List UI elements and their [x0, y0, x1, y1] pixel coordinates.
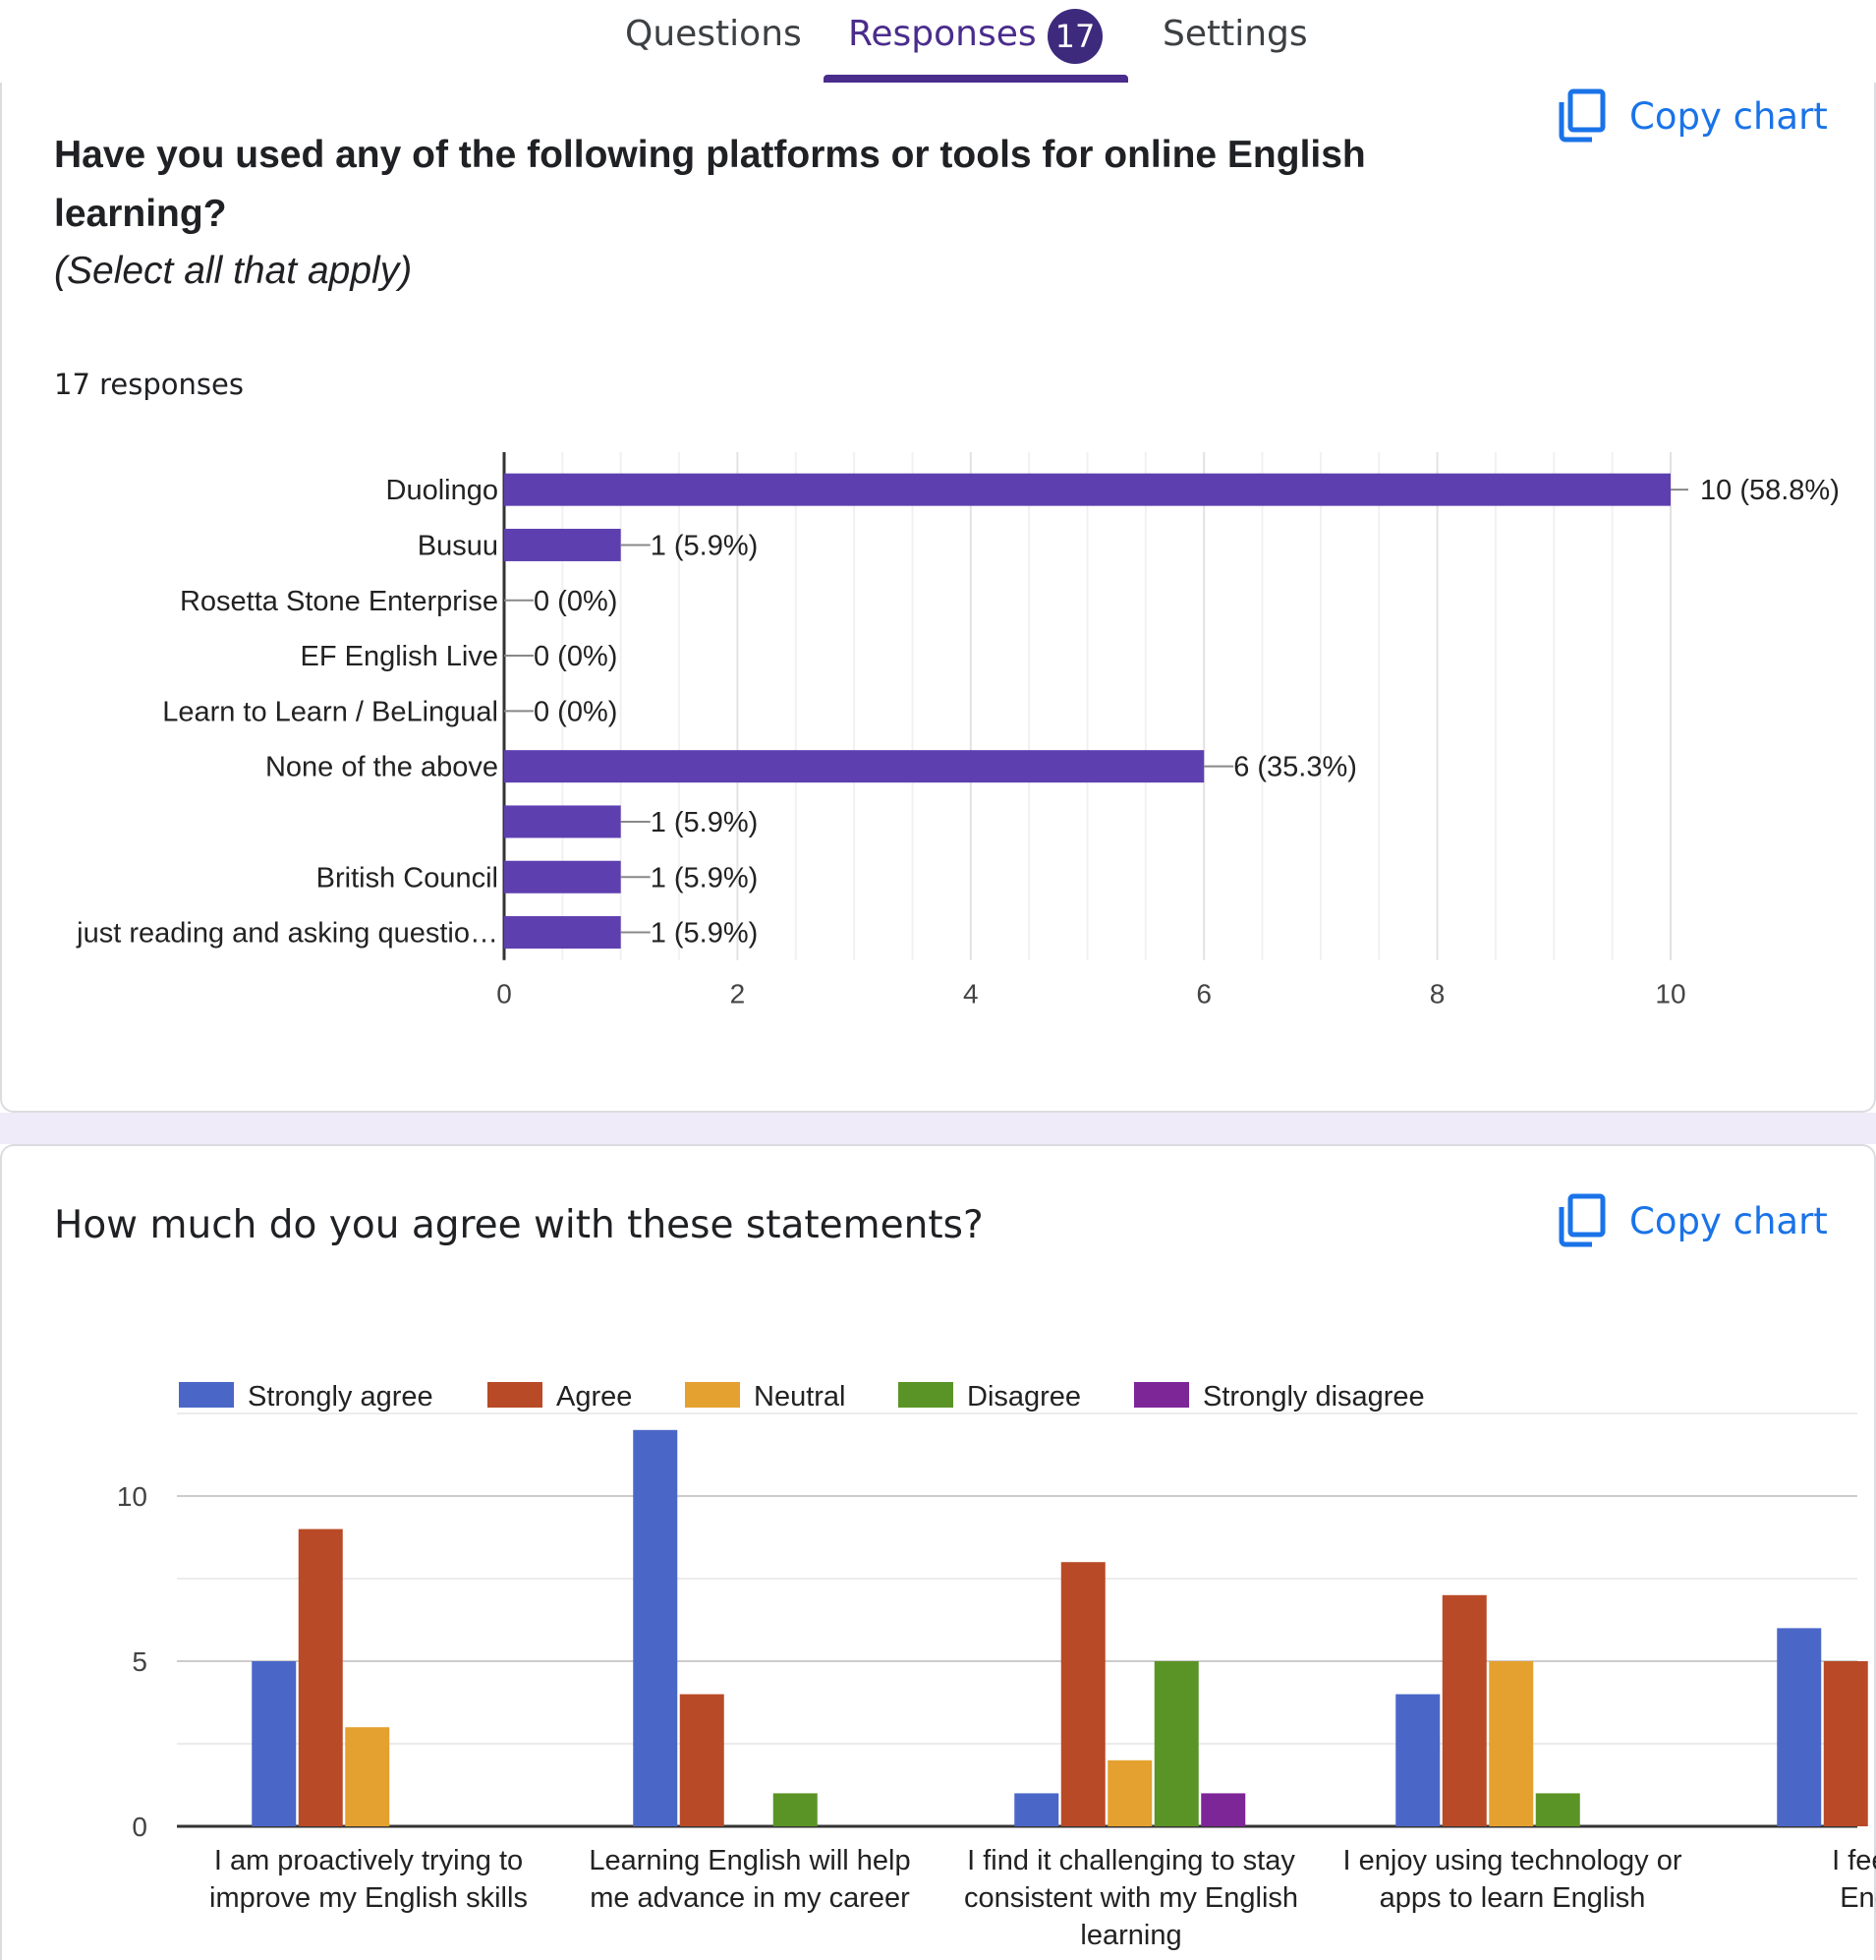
bar — [1014, 1793, 1059, 1826]
bar — [1823, 1661, 1868, 1826]
category-label: None of the above — [265, 752, 498, 783]
copy-chart-label: Copy chart — [1629, 94, 1828, 138]
legend-label: Strongly disagree — [1203, 1381, 1425, 1412]
active-tab-indicator — [824, 75, 1128, 83]
category-label: I enjoy using technology or apps to learn… — [1343, 1845, 1682, 1914]
bar — [252, 1661, 297, 1826]
category-label-line: learning — [1080, 1920, 1181, 1951]
data-label: 1 (5.9%) — [651, 862, 759, 894]
data-label: 1 (5.9%) — [651, 530, 759, 561]
legend-swatch — [685, 1382, 740, 1408]
legend-swatch — [1134, 1382, 1189, 1408]
category-label: I feel confEnglish is — [1832, 1845, 1876, 1951]
category-label: EF English Live — [301, 641, 499, 672]
legend-swatch — [179, 1382, 234, 1408]
bar — [1489, 1661, 1534, 1826]
y-tick-label: 10 — [117, 1481, 147, 1512]
bar — [679, 1694, 724, 1826]
legend-label: Agree — [556, 1381, 632, 1412]
bar — [298, 1528, 343, 1826]
data-label: 10 (58.8%) — [1700, 475, 1840, 506]
tab-questions[interactable]: Questions — [625, 14, 802, 54]
bar — [504, 916, 621, 950]
x-tick-label: 8 — [1430, 979, 1446, 1009]
bar — [504, 860, 621, 894]
category-label: Duolingo — [386, 475, 498, 506]
bar — [1201, 1793, 1246, 1826]
category-label: I am proactively trying to improve my Eng… — [209, 1845, 528, 1914]
bar — [1442, 1594, 1487, 1826]
tab-responses[interactable]: Responses — [848, 14, 1037, 54]
bar — [345, 1727, 390, 1826]
legend-label: Strongly agree — [248, 1381, 433, 1412]
x-tick-label: 4 — [963, 979, 979, 1009]
data-label: 0 (0%) — [534, 586, 617, 617]
category-label-line: English i — [1840, 1882, 1876, 1914]
category-label: just reading and asking questio… — [76, 918, 498, 950]
bar — [1395, 1694, 1441, 1826]
legend-swatch — [898, 1382, 953, 1408]
bar — [1060, 1562, 1106, 1826]
question-title-2: How much do you agree with these stateme… — [54, 1203, 984, 1247]
copy-icon — [1559, 88, 1606, 143]
form-tab-bar: Questions Responses 17 Settings — [0, 0, 1876, 85]
legend-label: Disagree — [967, 1381, 1081, 1412]
x-tick-label: 0 — [496, 979, 512, 1009]
category-label-line: improve my English skills — [209, 1882, 528, 1914]
category-label: I find it challenging to stay consistent … — [964, 1845, 1298, 1951]
category-label-line: apps to learn English — [1380, 1882, 1646, 1914]
category-label-line: I enjoy using technology or — [1343, 1845, 1682, 1876]
y-tick-label: 5 — [132, 1646, 147, 1677]
data-label: 1 (5.9%) — [651, 807, 759, 838]
agreement-column-chart: Strongly agree Agree Neutral Disagree Strong… — [117, 1381, 1876, 1951]
bar — [1108, 1759, 1153, 1826]
x-tick-label: 2 — [730, 979, 746, 1009]
category-label: Busuu — [418, 530, 498, 561]
category-label: British Council — [316, 862, 498, 894]
category-label: Learn to Learn / BeLingual — [162, 696, 498, 727]
bar — [1154, 1661, 1199, 1826]
bar — [504, 528, 621, 561]
legend-swatch — [487, 1382, 542, 1408]
copy-chart-label: Copy chart — [1629, 1199, 1828, 1242]
data-label: 1 (5.9%) — [651, 918, 759, 950]
card-separator — [0, 1113, 1876, 1144]
category-label-line: consistent with my English — [964, 1882, 1298, 1914]
category-label-line: me advance in my career — [590, 1882, 910, 1914]
data-label: 0 (0%) — [534, 696, 617, 727]
bar — [504, 473, 1671, 506]
x-tick-label: 10 — [1655, 979, 1685, 1009]
y-tick-label: 0 — [132, 1812, 147, 1842]
legend-label: Neutral — [754, 1381, 846, 1412]
bar — [1535, 1793, 1580, 1826]
category-label: Rosetta Stone Enterprise — [180, 586, 498, 617]
category-label-line: Learning English will help — [589, 1845, 910, 1876]
copy-chart-button[interactable]: Copy chart — [1557, 88, 1828, 144]
tab-settings[interactable]: Settings — [1163, 14, 1308, 54]
bar — [633, 1429, 678, 1826]
category-label-line: I am proactively trying to — [214, 1845, 523, 1876]
bar — [504, 750, 1205, 783]
category-label-line: I feel conf — [1832, 1845, 1876, 1876]
question-subtitle: (Select all that apply) — [54, 250, 413, 292]
copy-icon — [1559, 1193, 1606, 1247]
question-title: Have you used any of the following platf… — [54, 134, 1366, 235]
data-label: 6 (35.3%) — [1233, 752, 1357, 783]
question-card-platforms — [0, 83, 1876, 1113]
bar — [1777, 1628, 1822, 1826]
copy-chart-button-2[interactable]: Copy chart — [1557, 1193, 1828, 1248]
category-label-line: I find it challenging to stay — [967, 1845, 1295, 1876]
data-label: 0 (0%) — [534, 641, 617, 672]
platforms-bar-chart: 0 2 4 6 8 10 Duolingo 10 (58.8%) Busuu 1 (5.9%) Ro… — [76, 452, 1840, 1009]
bar — [772, 1793, 818, 1826]
response-count-text: 17 responses — [54, 368, 244, 401]
category-label: Learning English will help me advance in … — [589, 1845, 910, 1914]
x-tick-label: 6 — [1196, 979, 1212, 1009]
bar — [504, 805, 621, 838]
response-count-badge: 17 — [1048, 9, 1103, 64]
